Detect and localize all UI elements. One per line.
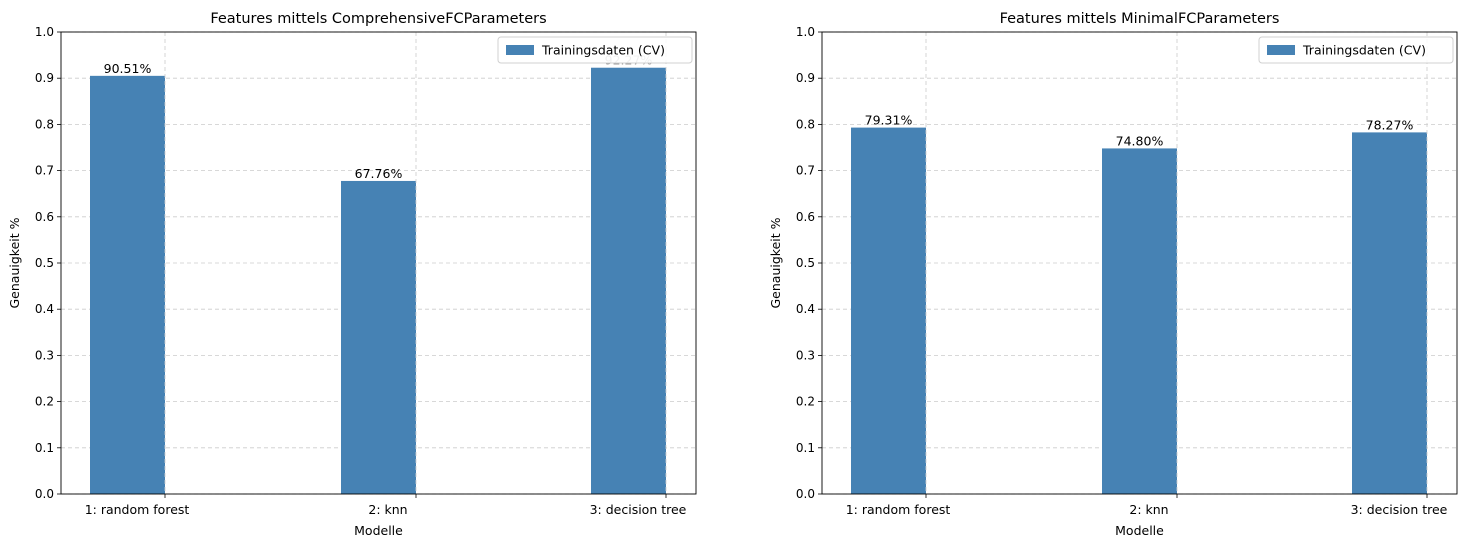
y-tick-label: 0.3 (796, 348, 815, 362)
legend-label: Trainingsdaten (CV) (1302, 43, 1426, 58)
x-tick-label: 3: decision tree (590, 502, 687, 517)
axes-frame (821, 31, 1458, 495)
y-tick-label: 0.5 (35, 256, 54, 270)
y-tick-label: 0.6 (796, 210, 815, 224)
legend-label: Trainingsdaten (CV) (541, 43, 665, 58)
y-tick-label: 0.4 (796, 302, 815, 316)
y-tick-label: 0.5 (796, 256, 815, 270)
y-tick-label: 1.0 (796, 25, 815, 39)
x-tick-label: 1: random forest (85, 502, 190, 517)
bar (851, 127, 926, 494)
y-tick-label: 0.0 (35, 487, 54, 501)
y-axis-label: Genauigkeit % (7, 217, 22, 308)
bar (591, 67, 666, 495)
y-tick-label: 1.0 (35, 25, 54, 39)
x-tick-label: 2: knn (1129, 502, 1168, 517)
bar (90, 75, 165, 494)
y-tick-label: 0.8 (35, 117, 54, 131)
bar-value-label: 67.76% (355, 166, 403, 181)
x-tick-label: 2: knn (368, 502, 407, 517)
y-tick-label: 0.4 (35, 302, 54, 316)
legend-swatch (1267, 45, 1295, 55)
bar (1352, 132, 1427, 495)
x-axis-label: Modelle (354, 523, 403, 538)
y-tick-label: 0.6 (35, 210, 54, 224)
axes-frame (60, 31, 697, 495)
bar (1102, 148, 1177, 494)
bar-value-label: 90.51% (104, 61, 152, 76)
chart-panel-2: Features mittels MinimalFCParameters 0.0 0… (768, 11, 1458, 538)
y-tick-label: 0.8 (796, 117, 815, 131)
bar-value-label: 78.27% (1366, 117, 1414, 132)
y-tick-label: 0.9 (35, 71, 54, 85)
bar (341, 180, 416, 495)
chart-title: Features mittels ComprehensiveFCParamete… (210, 11, 546, 27)
legend-swatch (506, 45, 534, 55)
y-tick-label: 0.1 (796, 441, 815, 455)
legend-box (1258, 36, 1454, 64)
bar-value-label: 74.80% (1116, 133, 1164, 148)
chart-title: Features mittels MinimalFCParameters (1000, 11, 1280, 27)
y-tick-label: 0.7 (796, 164, 815, 178)
bar-value-label: 79.31% (865, 113, 913, 128)
legend: Trainingsdaten (CV) (497, 36, 693, 64)
y-tick-label: 0.1 (35, 441, 54, 455)
legend-box (497, 36, 693, 64)
y-tick-label: 0.9 (796, 71, 815, 85)
y-tick-label: 0.0 (796, 487, 815, 501)
chart-panel-1: Features mittels ComprehensiveFCParamete… (7, 11, 697, 538)
y-axis-label: Genauigkeit % (768, 217, 783, 308)
legend: Trainingsdaten (CV) (1258, 36, 1454, 64)
x-tick-label: 3: decision tree (1351, 502, 1448, 517)
x-axis-label: Modelle (1115, 523, 1164, 538)
x-tick-label: 1: random forest (846, 502, 951, 517)
y-tick-label: 0.2 (35, 395, 54, 409)
y-tick-label: 0.7 (35, 164, 54, 178)
y-tick-label: 0.2 (796, 395, 815, 409)
y-tick-label: 0.3 (35, 348, 54, 362)
